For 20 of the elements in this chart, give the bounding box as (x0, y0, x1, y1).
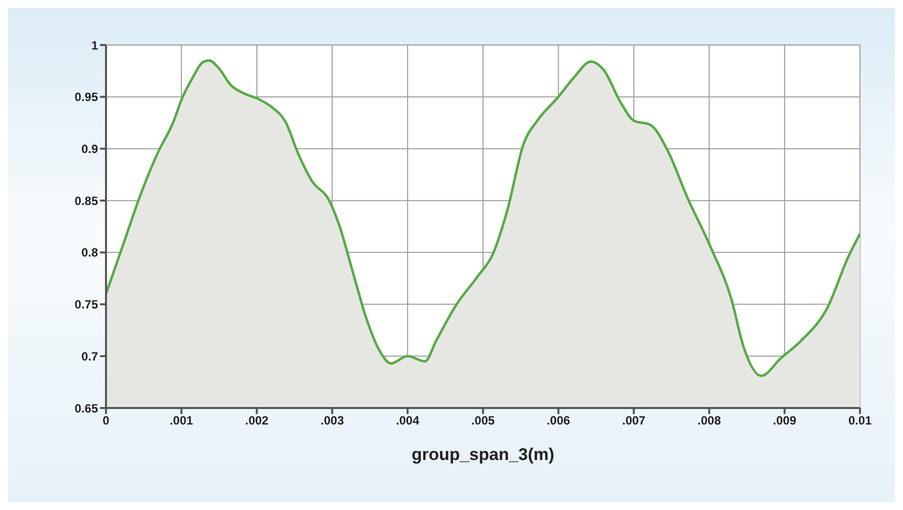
y-tick-label: 0.85 (74, 194, 98, 208)
y-tick-label: 0.9 (81, 142, 98, 156)
x-tick-label: .004 (396, 414, 420, 428)
x-tick-label: .008 (698, 414, 722, 428)
x-tick-label: 0 (102, 414, 110, 428)
x-tick-label: .003 (320, 414, 344, 428)
x-tick-label: .002 (245, 414, 269, 428)
y-tick-label: 0.65 (74, 401, 98, 416)
x-tick-label: .001 (170, 414, 194, 428)
x-tick-label: .009 (772, 414, 797, 428)
x-tick-label: 0.01 (848, 414, 872, 428)
x-axis-title: group_span_3(m) (412, 445, 554, 464)
x-tick-label: .007 (622, 414, 646, 428)
x-tick-label: .006 (546, 414, 570, 428)
x-tick-label: .005 (471, 414, 495, 428)
y-tick-label: 0.75 (74, 298, 98, 312)
y-tick-label: 1 (91, 38, 98, 52)
y-tick-label: 0.95 (74, 90, 98, 104)
y-tick-label: 0.7 (81, 349, 98, 364)
y-tick-label: 0.8 (81, 246, 98, 260)
